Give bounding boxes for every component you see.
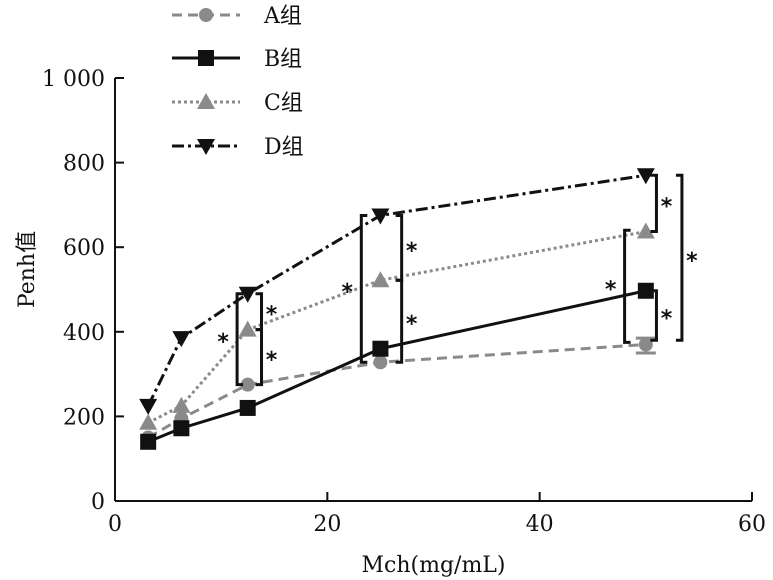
- data-point: [373, 355, 388, 370]
- significance-bracket: [675, 173, 684, 342]
- data-point: [372, 340, 389, 357]
- x-axis-label: Mch(mg/mL): [361, 553, 505, 578]
- significance-bracket: [395, 213, 404, 282]
- series-line: [146, 173, 647, 407]
- x-tick-label: 40: [526, 512, 554, 537]
- legend-label: B组: [264, 47, 302, 72]
- y-tick-label: 400: [63, 321, 105, 346]
- significance-star: *: [217, 330, 229, 355]
- significance-star: *: [266, 303, 278, 328]
- data-point: [638, 337, 653, 352]
- significance-star: *: [342, 280, 354, 305]
- significance-star: *: [605, 277, 617, 302]
- data-point: [636, 168, 655, 185]
- significance-star: *: [406, 239, 418, 264]
- significance-bracket: [359, 213, 368, 364]
- y-tick-label: 1 000: [42, 67, 105, 92]
- data-point: [371, 271, 390, 288]
- data-point: [238, 286, 257, 303]
- legend-label: A组: [263, 4, 302, 29]
- x-tick-label: 60: [738, 512, 766, 537]
- y-tick-label: 0: [91, 490, 105, 515]
- data-point: [173, 420, 190, 437]
- data-point: [140, 433, 157, 450]
- significance-bracket: [395, 278, 404, 364]
- data-point: [636, 222, 655, 239]
- series-line: [147, 342, 646, 439]
- data-point: [239, 399, 256, 416]
- legend-marker: [197, 139, 215, 155]
- y-tick-label: 800: [63, 152, 105, 177]
- data-point: [637, 282, 654, 299]
- data-point: [238, 320, 257, 337]
- significance-star: *: [406, 312, 418, 337]
- series-line: [147, 230, 647, 425]
- significance-bracket: [235, 292, 244, 387]
- data-point: [139, 413, 158, 430]
- significance-star: *: [661, 307, 673, 332]
- significance-bracket: [255, 328, 264, 387]
- legend-label: D组: [264, 135, 304, 160]
- y-axis-label: Penh值: [15, 231, 40, 308]
- legend-marker: [198, 50, 214, 66]
- significance-star: *: [686, 249, 698, 274]
- legend-label: C组: [264, 91, 303, 116]
- data-point: [172, 396, 191, 413]
- data-point: [371, 208, 390, 225]
- data-point: [240, 377, 255, 392]
- significance-star: *: [266, 348, 278, 373]
- legend-marker: [197, 93, 215, 109]
- legend-marker: [199, 8, 213, 22]
- y-tick-label: 600: [63, 236, 105, 261]
- significance-bracket: [650, 173, 658, 234]
- significance-star: *: [661, 194, 673, 219]
- x-tick-label: 20: [313, 512, 341, 537]
- significance-bracket: [650, 289, 658, 342]
- data-point: [139, 398, 158, 415]
- x-tick-label: 0: [108, 512, 122, 537]
- y-tick-label: 200: [63, 405, 105, 430]
- data-point: [172, 331, 191, 348]
- significance-bracket: [623, 228, 631, 344]
- series-line: [147, 289, 647, 444]
